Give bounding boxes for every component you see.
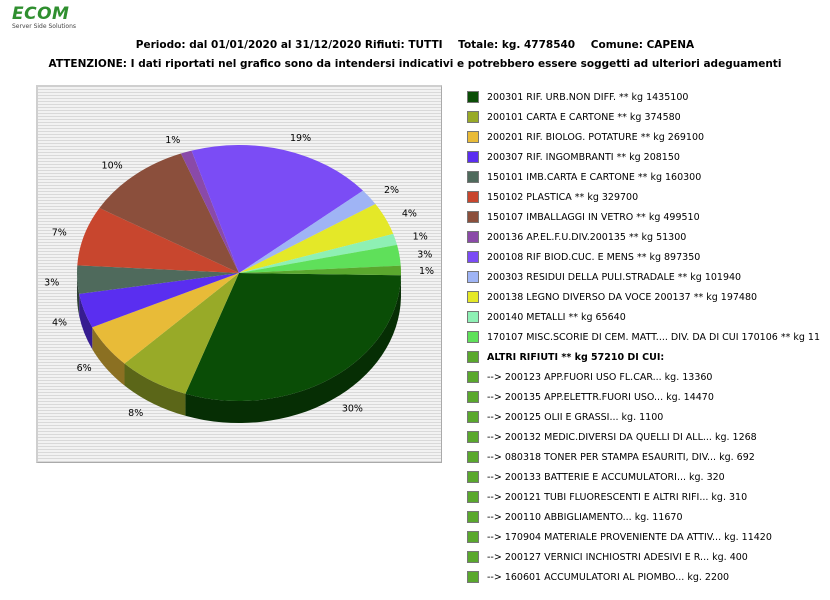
pie-chart: 30% 8% 6% 4% 3% 7% 10% 1% 19% 2% 4% 1% 3% 1% [44,133,434,424]
legend-swatch [467,151,479,163]
pie-slice-side-0 [185,275,401,424]
legend-swatch [467,531,479,543]
pie-pct-label-1: 8% [128,408,143,419]
legend-label: 200101 CARTA E CARTONE ** kg 374580 [487,112,681,123]
logo-tagline: Server Side Solutions [12,23,77,30]
legend-swatch [467,491,479,503]
legend-swatch [467,351,479,363]
legend-label: 200301 RIF. URB.NON DIFF. ** kg 1435100 [487,92,689,103]
pie-pct-label-9: 2% [384,185,399,196]
pie-slice-4 [77,265,239,294]
legend-swatch [467,471,479,483]
legend-label: 200140 METALLI ** kg 65640 [487,312,626,323]
legend-label: --> 170904 MATERIALE PROVENIENTE DA ATTI… [487,532,772,543]
pie-slice-0 [185,273,401,401]
municipality-text: Comune: CAPENA [590,39,695,51]
legend-label: --> 200132 MEDIC.DIVERSI DA QUELLI DI AL… [487,432,757,443]
legend-label: 200108 RIF BIOD.CUC. E MENS ** kg 897350 [487,252,701,263]
pie-slice-side-1 [124,363,186,416]
legend-swatch [467,251,479,263]
legend-label: 150101 IMB.CARTA E CARTONE ** kg 160300 [487,172,702,183]
pie-slice-1 [124,273,239,394]
legend-swatch [467,211,479,223]
legend-label: 150102 PLASTICA ** kg 329700 [487,192,639,203]
legend-label: 170107 MISC.SCORIE DI CEM. MATT.... DIV.… [487,332,820,343]
legend-label: 200201 RIF. BIOLOG. POTATURE ** kg 26910… [487,132,705,143]
pie-pct-label-8: 19% [290,133,311,144]
legend-swatch [467,551,479,563]
pie-pct-label-11: 1% [413,232,428,243]
pie-top [77,145,401,401]
pie-slice-6 [99,153,239,273]
pie-slice-11 [239,233,398,273]
pie-pct-label-3: 4% [52,318,67,329]
legend-label: ALTRI RIFIUTI ** kg 57210 DI CUI: [487,352,665,363]
legend-label: 150107 IMBALLAGGI IN VETRO ** kg 499510 [487,212,700,223]
legend-label: --> 200125 OLII E GRASSI... kg. 1100 [487,412,664,423]
pie-pct-label-6: 10% [102,161,123,172]
legend-swatch [467,111,479,123]
pie-slice-2 [92,273,240,364]
legend-label: --> 200121 TUBI FLUORESCENTI E ALTRI RIF… [487,492,748,503]
pie-pct-label-10: 4% [402,208,417,219]
legend-swatch [467,131,479,143]
legend-swatch [467,171,479,183]
legend-swatch [467,311,479,323]
legend-label: 200138 LEGNO DIVERSO DA VOCE 200137 ** k… [487,292,758,303]
pie-pct-label-4: 3% [44,278,59,289]
pie-slice-10 [239,203,394,273]
pie-slice-side-3 [79,293,93,350]
report-warning-line: ATTENZIONE: I dati riportati nel grafico… [48,58,782,70]
pie-slice-8 [191,145,364,273]
legend-swatch [467,271,479,283]
legend-label: 200136 AP.EL.F.U.DIV.200135 ** kg 51300 [487,232,687,243]
pie-slice-9 [239,190,376,273]
legend-label: --> 200110 ABBIGLIAMENTO... kg. 11670 [487,512,683,523]
pie-sides [77,273,401,424]
ecom-logo: ECOM Server Side Solutions [12,4,122,32]
legend-label: --> 200123 APP.FUORI USO FL.CAR... kg. 1… [487,372,713,383]
legend-label: 200307 RIF. INGOMBRANTI ** kg 208150 [487,152,680,163]
pie-slice-3 [79,273,239,328]
legend-swatch [467,411,479,423]
pie-pct-label-0: 30% [342,404,363,415]
pie-slice-side-4 [77,273,80,316]
total-text: Totale: kg. 4778540 [458,39,576,51]
pie-slice-side-2 [92,327,125,386]
legend-swatch [467,231,479,243]
legend-swatch [467,291,479,303]
legend-swatch [467,371,479,383]
pie-pct-label-7: 1% [165,135,180,146]
legend-swatch [467,391,479,403]
legend-swatch [467,431,479,443]
legend-swatch [467,331,479,343]
legend-swatch [467,571,479,583]
legend-label: --> 200135 APP.ELETTR.FUORI USO... kg. 1… [487,392,714,403]
pie-slice-13 [239,265,401,276]
pie-slice-7 [180,150,239,273]
pie-chart-area: 30% 8% 6% 4% 3% 7% 10% 1% 19% 2% 4% 1% 3% 1% [36,85,442,463]
pie-slice-12 [239,244,401,273]
legend-label: --> 160601 ACCUMULATORI AL PIOMBO... kg.… [487,572,730,583]
chart-legend: 200301 RIF. URB.NON DIFF. ** kg 1435100 2… [467,90,830,595]
legend-swatch [467,191,479,203]
logo-brand: ECOM [12,4,70,24]
report-header-line1: Periodo: dal 01/01/2020 al 31/12/2020 Ri… [0,39,830,51]
legend-swatch [467,451,479,463]
legend-label: --> 200133 BATTERIE E ACCUMULATORI... kg… [487,472,725,483]
pie-pct-label-5: 7% [52,228,67,239]
pie-pct-label-13: 1% [419,266,434,277]
legend-label: --> 080318 TONER PER STAMPA ESAURITI, DI… [487,452,755,463]
legend-swatch [467,91,479,103]
period-text: Periodo: dal 01/01/2020 al 31/12/2020 Ri… [135,39,443,51]
pie-labels: 30% 8% 6% 4% 3% 7% 10% 1% 19% 2% 4% 1% 3% 1% [44,133,434,419]
pie-slice-5 [77,208,239,273]
legend-label: --> 200127 VERNICI INCHIOSTRI ADESIVI E … [487,552,748,563]
pie-pct-label-2: 6% [77,363,92,374]
legend-swatch [467,511,479,523]
pie-pct-label-12: 3% [417,249,432,260]
legend-label: 200303 RESIDUI DELLA PULI.STRADALE ** kg… [487,272,742,283]
